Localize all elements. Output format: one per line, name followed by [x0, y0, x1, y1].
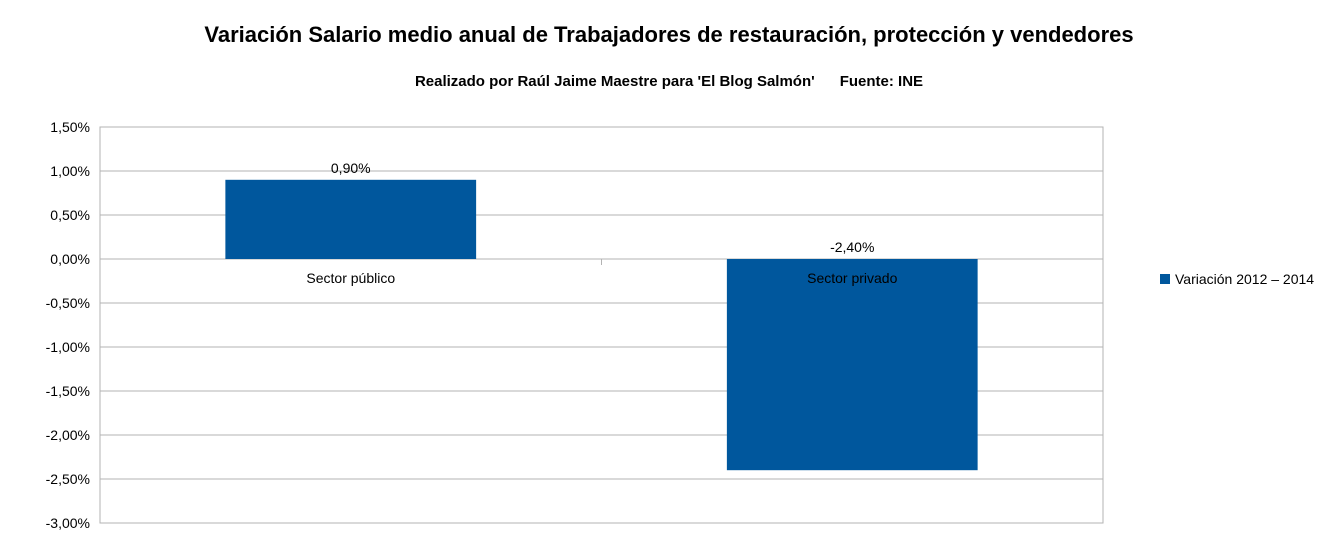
bar — [726, 259, 978, 471]
plot-frame — [99, 126, 1104, 524]
y-tick-label: 1,50% — [50, 119, 90, 135]
chart-subtitle: Realizado por Raúl Jaime Maestre para 'E… — [414, 73, 924, 90]
y-tick-label: -1,00% — [46, 339, 90, 355]
data-label: -2,40% — [830, 239, 874, 255]
y-tick-label: 1,00% — [50, 163, 90, 179]
chart-title: Variación Salario medio anual de Trabaja… — [204, 22, 1134, 47]
category-label: Sector público — [306, 270, 395, 286]
legend: Variación 2012 – 2014 — [1160, 271, 1314, 287]
legend-swatch — [1160, 274, 1170, 284]
bar — [225, 179, 477, 259]
y-tick-label: -1,50% — [46, 383, 90, 399]
category-label: Sector privado — [807, 270, 897, 286]
y-tick-label: -3,00% — [46, 515, 90, 531]
y-tick-label: -0,50% — [46, 295, 90, 311]
data-label: 0,90% — [331, 160, 371, 176]
legend-label: Variación 2012 – 2014 — [1175, 271, 1315, 287]
y-tick-label: 0,00% — [50, 251, 90, 267]
y-tick-label: -2,50% — [46, 471, 90, 487]
y-tick-label: -2,00% — [46, 427, 90, 443]
y-tick-label: 0,50% — [50, 207, 90, 223]
